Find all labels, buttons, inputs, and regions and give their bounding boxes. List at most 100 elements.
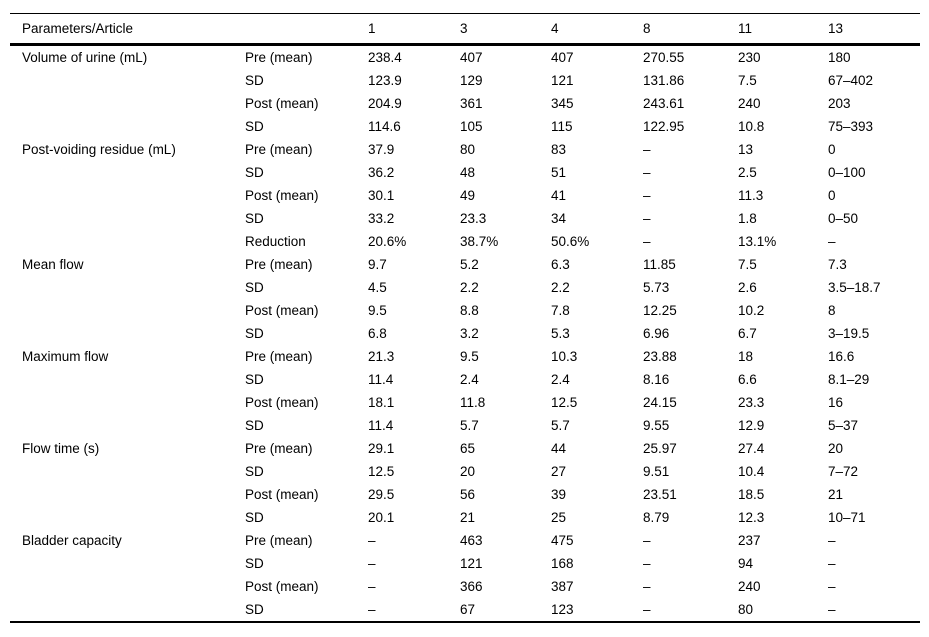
table-row: SD 6.8 3.2 5.3 6.96 6.7 3–19.5 [10, 322, 920, 345]
row-sublabel: SD [245, 464, 264, 479]
cell-value: 94 [738, 556, 754, 571]
row-sublabel: SD [245, 280, 264, 295]
parameter-name [10, 276, 245, 299]
cell-value: 105 [460, 119, 483, 134]
table-row: Post (mean) 29.5 56 39 23.51 18.5 21 [10, 483, 920, 506]
cell-value: 6.3 [551, 257, 570, 272]
table-row: Post (mean) 204.9 361 345 243.61 240 203 [10, 92, 920, 115]
cell-value: 237 [738, 533, 761, 548]
cell-value: 23.51 [643, 487, 677, 502]
parameter-name [10, 414, 245, 437]
cell-value: 50.6% [551, 234, 590, 249]
row-sublabel: Post (mean) [245, 188, 319, 203]
cell-value: 7.3 [828, 257, 847, 272]
cell-value: 5–37 [828, 418, 859, 433]
table-row: Post (mean) 18.1 11.8 12.5 24.15 23.3 16 [10, 391, 920, 414]
row-sublabel: Pre (mean) [245, 257, 313, 272]
parameter-name: Mean flow [22, 257, 84, 272]
table-row: SD 11.4 5.7 5.7 9.55 12.9 5–37 [10, 414, 920, 437]
cell-value: 238.4 [368, 50, 402, 65]
cell-value: – [643, 188, 651, 203]
cell-value: 49 [460, 188, 476, 203]
parameter-name [10, 299, 245, 322]
header-article-13: 13 [828, 21, 844, 36]
row-sublabel: SD [245, 73, 264, 88]
cell-value: 44 [551, 441, 567, 456]
header-article-11: 11 [738, 21, 753, 36]
cell-value: 6.96 [643, 326, 670, 341]
table-row: SD 11.4 2.4 2.4 8.16 6.6 8.1–29 [10, 368, 920, 391]
cell-value: 37.9 [368, 142, 395, 157]
cell-value: 7–72 [828, 464, 859, 479]
row-sublabel: SD [245, 326, 264, 341]
parameters-table: Parameters/Article 1 3 4 8 11 13 Volume … [10, 13, 920, 623]
cell-value: 25.97 [643, 441, 677, 456]
cell-value: 21 [460, 510, 476, 525]
cell-value: 2.4 [460, 372, 479, 387]
cell-value: 9.51 [643, 464, 670, 479]
cell-value: 2.5 [738, 165, 757, 180]
row-sublabel: SD [245, 510, 264, 525]
cell-value: 11.8 [460, 395, 486, 410]
cell-value: 11.4 [368, 418, 394, 433]
table-row: Post (mean) – 366 387 – 240 – [10, 575, 920, 598]
cell-value: – [368, 533, 376, 548]
table-row: SD 114.6 105 115 122.95 10.8 75–393 [10, 115, 920, 138]
cell-value: 18.5 [738, 487, 765, 502]
cell-value: 23.3 [738, 395, 765, 410]
table-row: Bladder capacity Pre (mean) – 463 475 – 237 – [10, 529, 920, 552]
parameter-name [10, 161, 245, 184]
cell-value: 9.5 [368, 303, 387, 318]
parameter-name [10, 230, 245, 253]
cell-value: 121 [551, 73, 574, 88]
cell-value: 27 [551, 464, 567, 479]
cell-value: 38.7% [460, 234, 499, 249]
cell-value: 48 [460, 165, 476, 180]
cell-value: 12.25 [643, 303, 677, 318]
cell-value: – [828, 556, 836, 571]
cell-value: 3–19.5 [828, 326, 870, 341]
row-sublabel: SD [245, 556, 264, 571]
parameter-name [10, 69, 245, 92]
cell-value: 11.4 [368, 372, 394, 387]
cell-value: 9.55 [643, 418, 670, 433]
cell-value: – [643, 142, 651, 157]
cell-value: – [643, 234, 651, 249]
table-row: Flow time (s) Pre (mean) 29.1 65 44 25.97 27.4… [10, 437, 920, 460]
cell-value: 6.8 [368, 326, 387, 341]
cell-value: 230 [738, 50, 761, 65]
cell-value: 34 [551, 211, 567, 226]
cell-value: 0–50 [828, 211, 859, 226]
parameter-name [10, 207, 245, 230]
cell-value: 36.2 [368, 165, 395, 180]
cell-value: 9.7 [368, 257, 387, 272]
parameter-name [10, 598, 245, 622]
cell-value: 10.8 [738, 119, 765, 134]
cell-value: – [828, 579, 836, 594]
cell-value: 180 [828, 50, 851, 65]
header-article-3: 3 [460, 21, 468, 36]
header-article-1: 1 [368, 21, 376, 36]
cell-value: 240 [738, 96, 761, 111]
cell-value: 4.5 [368, 280, 387, 295]
cell-value: – [368, 602, 376, 617]
cell-value: 1.8 [738, 211, 757, 226]
table-body: Volume of urine (mL) Pre (mean) 238.4 407 40… [10, 45, 920, 623]
cell-value: – [643, 533, 651, 548]
cell-value: 10–71 [828, 510, 866, 525]
cell-value: 20.1 [368, 510, 395, 525]
cell-value: 23.88 [643, 349, 677, 364]
parameter-name [10, 368, 245, 391]
cell-value: 5.73 [643, 280, 670, 295]
cell-value: 5.2 [460, 257, 479, 272]
cell-value: 0 [828, 188, 836, 203]
cell-value: 16.6 [828, 349, 855, 364]
cell-value: 12.5 [551, 395, 578, 410]
parameter-name: Post-voiding residue (mL) [22, 142, 176, 157]
cell-value: 475 [551, 533, 574, 548]
row-sublabel: Pre (mean) [245, 349, 313, 364]
table-row: SD 4.5 2.2 2.2 5.73 2.6 3.5–18.7 [10, 276, 920, 299]
cell-value: 20.6% [368, 234, 407, 249]
cell-value: 7.8 [551, 303, 570, 318]
cell-value: 5.7 [551, 418, 570, 433]
